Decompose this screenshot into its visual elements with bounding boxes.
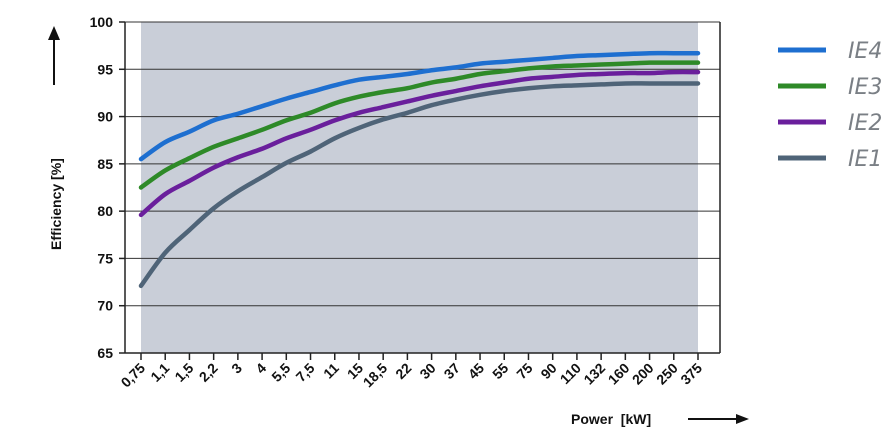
legend-label-ie1: IE1 [848, 147, 882, 172]
y-axis-arrow-head [48, 26, 60, 40]
legend-label-ie3: IE3 [848, 75, 882, 100]
y-tick-labels: 65 70 75 80 85 90 95 100 [90, 14, 125, 361]
x-tick-label: 1,1 [147, 360, 172, 385]
x-tick-label: 2,2 [196, 360, 221, 385]
x-tick-label: 7,5 [293, 360, 318, 385]
x-tick-label: 3 [228, 360, 245, 377]
legend-label-ie4: IE4 [848, 39, 882, 64]
x-tick-label: 37 [441, 360, 463, 382]
series-lines [138, 50, 701, 289]
x-tick-label: 11 [320, 360, 342, 382]
x-tick-label: 0,75 [118, 360, 149, 391]
x-tick-label: 22 [392, 360, 414, 382]
x-tick-label: 30 [416, 360, 438, 382]
x-tick-label: 1,5 [171, 360, 196, 385]
x-tick-label: 132 [580, 360, 608, 388]
y-tick-label: 85 [97, 156, 113, 172]
y-tick-label: 90 [97, 109, 113, 125]
axes [124, 22, 721, 354]
x-axis-arrow-head [736, 414, 749, 424]
plot-background [141, 22, 698, 353]
y-tick-label: 75 [97, 250, 113, 266]
x-tick-label: 90 [537, 360, 559, 382]
x-tick-label: 4 [252, 360, 269, 377]
legend-label-ie2: IE2 [848, 111, 882, 136]
x-tick-label: 5,5 [268, 360, 293, 385]
legend: IE4 IE3 IE2 IE1 [778, 39, 882, 172]
x-axis-title: Power [kW] [571, 411, 651, 427]
x-tick-label: 375 [677, 360, 705, 388]
y-tick-label: 95 [97, 61, 113, 77]
series-line-ie1 [138, 81, 701, 289]
y-tick-label: 100 [90, 14, 114, 30]
x-tick-label: 18,5 [360, 360, 391, 391]
y-axis-title-group: Efficiency [%] [48, 26, 64, 250]
x-tick-label: 250 [653, 360, 681, 388]
y-axis-title: Efficiency [%] [48, 158, 64, 250]
x-tick-label: 110 [557, 360, 584, 387]
x-tick-label: 75 [513, 360, 535, 382]
y-tick-label: 65 [97, 345, 113, 361]
x-tick-label: 160 [605, 360, 633, 388]
x-tick-label: 45 [465, 360, 487, 382]
y-tick-label: 70 [97, 298, 113, 314]
series-line-ie3 [138, 60, 701, 190]
x-tick-label: 200 [629, 360, 657, 388]
y-tick-label: 80 [97, 203, 113, 219]
series-line-ie2 [138, 69, 701, 218]
x-axis-title-group: Power [kW] [571, 411, 749, 427]
x-tick-label: 55 [489, 360, 511, 382]
series-line-ie4 [138, 50, 701, 162]
